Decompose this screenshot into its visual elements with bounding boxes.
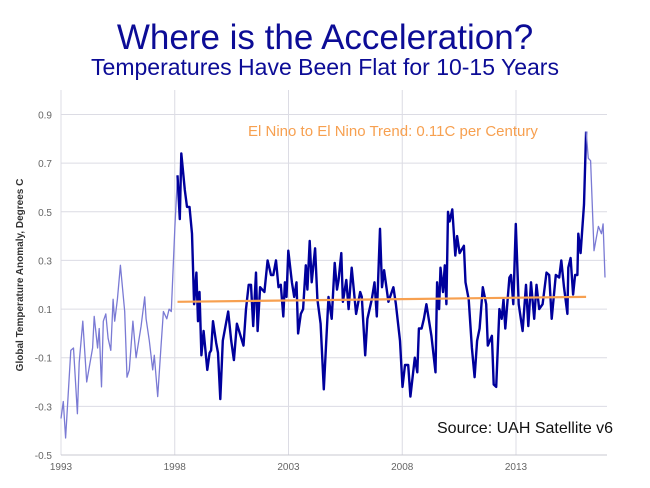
x-axis-ticks: 1993 1998 2003 2008 2013 — [50, 462, 528, 473]
y-tick-label: -0.5 — [35, 451, 53, 462]
y-axis-ticks: 0.9 0.7 0.5 0.3 0.1 -0.1 -0.3 -0.5 — [35, 111, 53, 463]
x-tick-label: 1993 — [50, 462, 73, 473]
y-tick-label: 0.1 — [38, 305, 52, 316]
context-after-series-line — [585, 131, 606, 278]
y-tick-label: 0.3 — [38, 256, 52, 267]
y-tick-label: 0.5 — [38, 208, 52, 219]
y-tick-label: -0.3 — [35, 402, 53, 413]
y-tick-label: 0.7 — [38, 159, 52, 170]
source-label: Source: UAH Satellite v6 — [437, 420, 613, 437]
trend-label: El Nino to El Nino Trend: 0.11C per Cent… — [248, 123, 538, 140]
y-tick-label: -0.1 — [35, 354, 53, 365]
y-axis-label: Global Temperature Anomaly, Degrees C — [15, 179, 26, 372]
y-tick-label: 0.9 — [38, 111, 52, 122]
context-before-series-line — [60, 175, 179, 439]
trend-series-line — [177, 295, 587, 303]
highlight-series-line — [176, 131, 588, 401]
x-tick-label: 2003 — [277, 462, 300, 473]
x-tick-label: 2013 — [505, 462, 528, 473]
chart-title: Where is the Acceleration? — [117, 18, 533, 57]
x-tick-label: 2008 — [391, 462, 414, 473]
series-lines — [60, 131, 606, 439]
grid — [60, 90, 607, 456]
x-tick-label: 1998 — [164, 462, 187, 473]
chart-subtitle: Temperatures Have Been Flat for 10-15 Ye… — [91, 54, 559, 80]
